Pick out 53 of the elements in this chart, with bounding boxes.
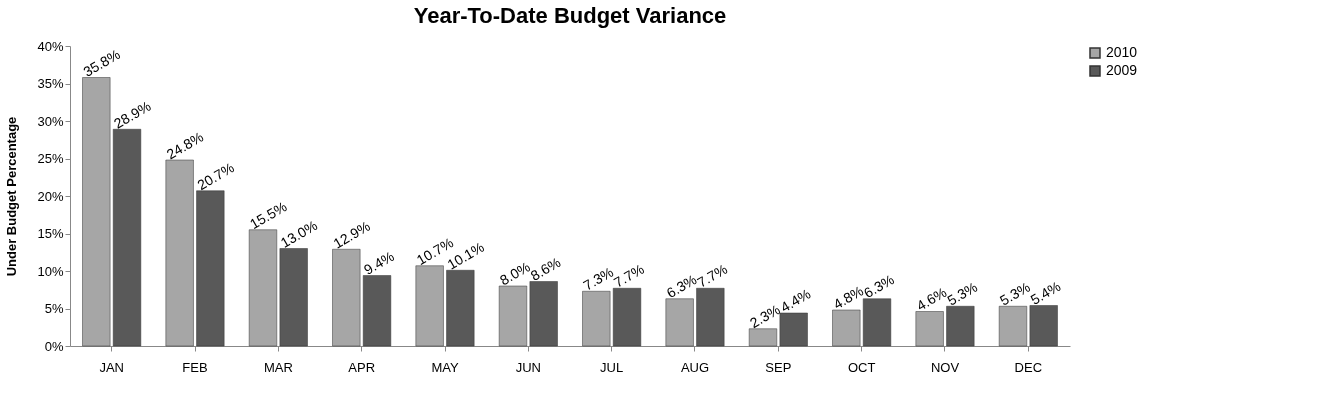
x-tick-label: APR (348, 359, 376, 375)
x-tick-label: SEP (765, 359, 792, 375)
bar (582, 291, 611, 347)
bar (529, 281, 558, 347)
bar (862, 298, 892, 347)
bar (748, 328, 778, 347)
y-axis-title: Under Budget Percentage (4, 116, 20, 277)
bar (998, 306, 1028, 347)
y-tick-label: 25% (37, 151, 64, 166)
y-tick-label: 10% (37, 263, 64, 279)
bar (612, 288, 642, 347)
bar (332, 249, 361, 347)
data-label: 2.3% (747, 301, 783, 332)
bar (446, 270, 475, 347)
bar (779, 312, 808, 347)
x-tick-label: JUN (515, 359, 541, 375)
chart-title: Year-To-Date Budget Variance (413, 3, 727, 28)
legend-label: 2010 (1106, 44, 1138, 60)
y-tick-label: 5% (44, 301, 64, 316)
bar (82, 77, 111, 347)
data-label: 6.3% (861, 271, 897, 302)
bar (248, 229, 278, 347)
y-tick-label: 0% (44, 338, 64, 354)
bar (1029, 305, 1058, 347)
bar (665, 298, 694, 347)
data-label: 5.3% (944, 278, 981, 309)
bar (498, 285, 528, 347)
bar (415, 265, 444, 347)
data-label: 9.4% (361, 247, 397, 278)
bar (279, 248, 308, 347)
bar (915, 311, 944, 347)
x-tick-label: MAY (431, 359, 459, 375)
x-tick-label: OCT (847, 359, 876, 375)
x-tick-label: JUL (600, 359, 624, 375)
y-tick-label: 40% (37, 38, 64, 54)
bar (696, 288, 725, 347)
bar (946, 306, 975, 347)
x-tick-label: AUG (680, 359, 710, 375)
y-tick-label: 30% (37, 113, 64, 129)
y-tick-label: 20% (37, 188, 64, 204)
x-tick-label: FEB (182, 359, 208, 375)
bar (362, 275, 392, 347)
bar (112, 129, 142, 347)
x-tick-label: JAN (99, 359, 124, 375)
y-tick-label: 15% (37, 226, 64, 241)
x-tick-label: NOV (930, 359, 960, 375)
bar (832, 309, 861, 347)
bar (165, 159, 194, 347)
y-tick-label: 35% (37, 76, 64, 91)
bar (196, 190, 225, 347)
x-tick-label: DEC (1014, 359, 1043, 375)
legend-label: 2009 (1106, 62, 1138, 78)
x-tick-label: MAR (263, 359, 293, 375)
